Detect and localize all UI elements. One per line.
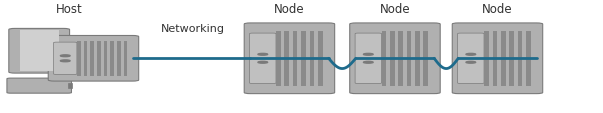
Bar — [309, 32, 314, 86]
Text: Node: Node — [482, 3, 513, 15]
Bar — [484, 32, 489, 86]
Circle shape — [258, 54, 268, 56]
Bar — [104, 42, 107, 76]
Bar — [399, 32, 403, 86]
Bar — [318, 32, 323, 86]
FancyBboxPatch shape — [250, 34, 276, 84]
Text: Node: Node — [274, 3, 305, 15]
Circle shape — [364, 62, 373, 64]
FancyBboxPatch shape — [452, 24, 543, 94]
FancyBboxPatch shape — [9, 29, 69, 73]
Bar — [415, 32, 420, 86]
Circle shape — [258, 62, 268, 64]
FancyBboxPatch shape — [48, 36, 139, 81]
Bar — [390, 32, 394, 86]
Bar — [382, 32, 387, 86]
Bar — [406, 32, 411, 86]
FancyBboxPatch shape — [7, 78, 71, 93]
Bar — [77, 42, 81, 76]
Circle shape — [364, 54, 373, 56]
FancyBboxPatch shape — [244, 24, 335, 94]
Bar — [276, 32, 281, 86]
Bar — [97, 42, 101, 76]
FancyBboxPatch shape — [54, 43, 77, 75]
Bar — [68, 83, 72, 89]
Bar — [501, 32, 505, 86]
FancyBboxPatch shape — [458, 34, 484, 84]
Text: Networking: Networking — [161, 23, 225, 33]
Bar — [90, 42, 94, 76]
Bar — [509, 32, 514, 86]
Circle shape — [60, 55, 70, 57]
Bar — [423, 32, 428, 86]
Bar — [293, 32, 297, 86]
Bar — [20, 31, 58, 71]
Circle shape — [60, 60, 70, 62]
FancyBboxPatch shape — [350, 24, 440, 94]
Bar — [526, 32, 531, 86]
Bar — [301, 32, 306, 86]
Circle shape — [466, 62, 476, 64]
Circle shape — [466, 54, 476, 56]
Bar — [493, 32, 497, 86]
Text: Node: Node — [380, 3, 410, 15]
Bar — [285, 32, 289, 86]
Bar — [110, 42, 114, 76]
Text: Host: Host — [56, 3, 83, 15]
Bar — [84, 42, 87, 76]
Bar — [124, 42, 127, 76]
FancyBboxPatch shape — [355, 34, 382, 84]
Bar — [117, 42, 121, 76]
Bar — [517, 32, 522, 86]
